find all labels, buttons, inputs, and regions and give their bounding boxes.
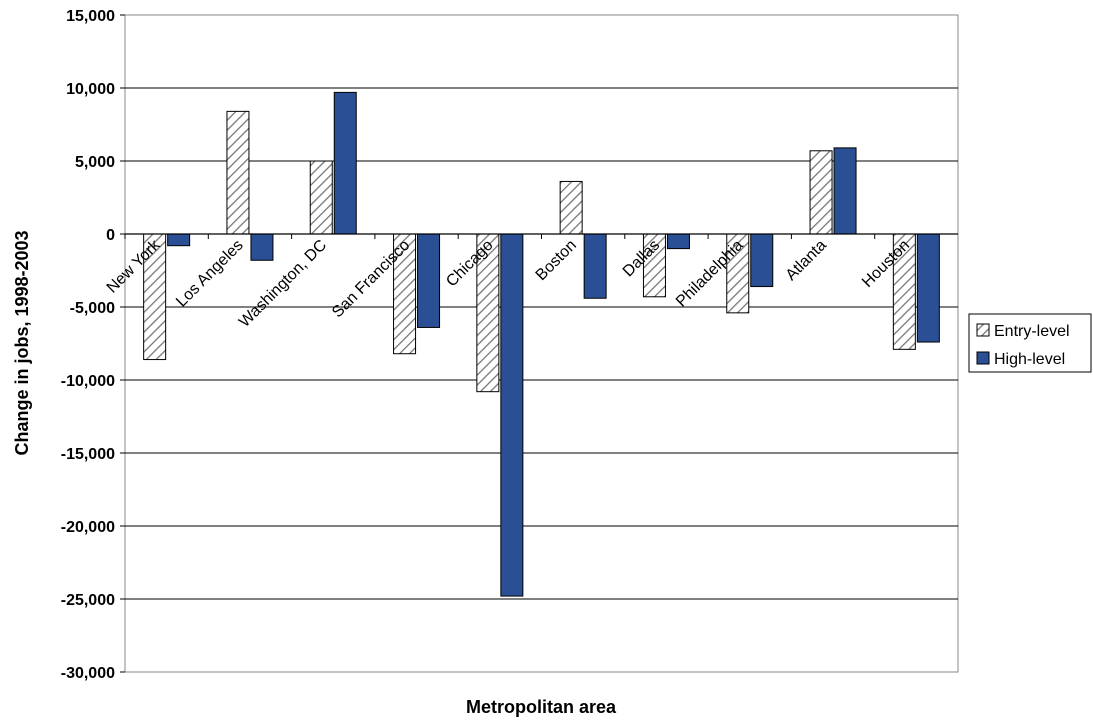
y-axis-ticks: 15,000 10,000 5,000 0 -5,000 -10,000 -15,000 -2… [61,8,125,682]
y-tick-label: 5,000 [75,154,115,171]
bar-high-level-chicago [500,233,524,597]
bar-high-level-los-angeles [250,233,274,261]
bar-entry-level-atlanta [809,150,833,235]
legend-label-high-level: High-level [994,351,1065,368]
y-axis-title: Change in jobs, 1998-2003 [12,230,32,455]
bar-entry-level-washington-dc [309,160,333,235]
legend: Entry-level High-level [968,313,1092,373]
y-tick-label: 15,000 [66,8,115,25]
bar-high-level-houston [916,233,940,343]
y-tick-label: -10,000 [61,373,115,390]
y-tick-label: -30,000 [61,665,115,682]
legend-label-entry-level: Entry-level [994,323,1070,340]
bar-high-level-new-york [167,233,191,247]
y-tick-label: 10,000 [66,81,115,98]
bar-high-level-atlanta [833,147,857,235]
bar-high-level-dallas [666,233,690,250]
legend-swatch-high-level [976,351,990,365]
x-axis-title: Metropolitan area [466,697,617,717]
bar-high-level-philadelphia [750,233,774,288]
bar-high-level-boston [583,233,607,299]
y-tick-label: -15,000 [61,446,115,463]
y-tick-label: -5,000 [70,300,115,317]
bar-high-level-san-francisco [417,233,441,328]
legend-swatch-entry-level [976,323,990,337]
bar-high-level-washington-dc [333,91,357,235]
y-tick-label: -20,000 [61,519,115,536]
bars [143,91,940,597]
plot-area [124,14,959,673]
bar-entry-level-boston [559,180,583,235]
y-tick-label: 0 [106,227,115,244]
y-tick-label: -25,000 [61,592,115,609]
zero-axis [124,233,958,239]
bar-entry-level-los-angeles [226,110,250,235]
